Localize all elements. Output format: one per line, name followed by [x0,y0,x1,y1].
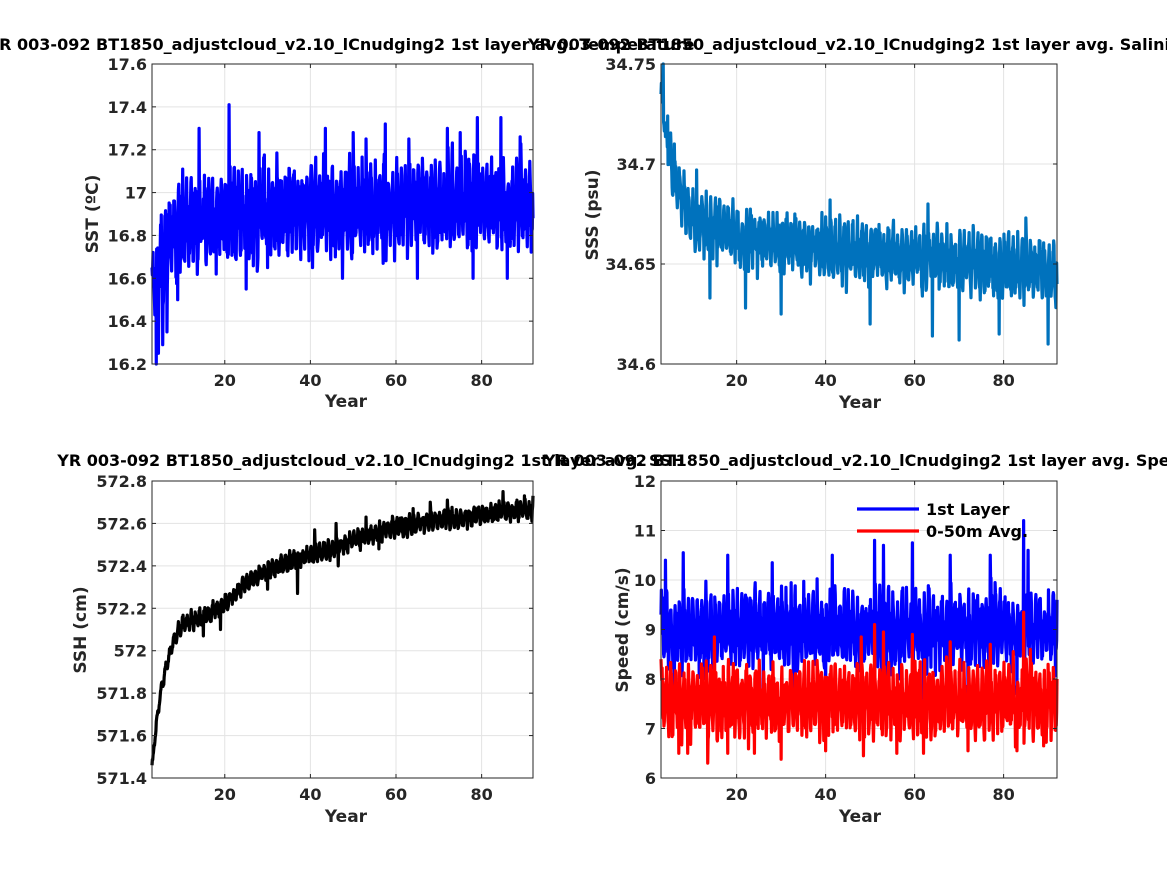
y-tick-label: 571.8 [96,684,147,703]
x-tick-label: 20 [726,785,748,804]
x-tick-label: 40 [814,785,836,804]
chart-title: YR 003-092 BT1850_adjustcloud_v2.10_lCnu… [543,451,1167,470]
x-axis-label: Year [838,807,882,827]
tick-labels: 20 40 60 80 16.2 16.4 16.6 16.8 17 17.2 17.4 17.6 [108,55,493,390]
y-axis-label: Speed (cm/s) [613,567,633,692]
y-tick-label: 17.6 [108,55,147,74]
y-tick-label: 571.6 [96,727,147,746]
chart-title: YR 003-092 BT1850_adjustcloud_v2.10_lCnu… [0,35,695,54]
y-tick-label: 34.75 [605,55,656,74]
axes-frame [151,480,534,779]
y-tick-label: 17 [125,184,147,203]
series-line-1st-layer [659,519,1059,701]
y-tick-label: 17.4 [108,98,147,117]
y-tick-label: 10 [634,571,656,590]
x-tick-label: 80 [470,371,492,390]
y-tick-label: 16.4 [108,312,147,331]
legend-label-0-50m-avg: 0-50m Avg. [926,522,1028,541]
plot-lines [150,490,535,766]
y-tick-label: 572 [114,642,147,661]
x-axis-label: Year [324,807,368,827]
x-tick-label: 20 [214,785,236,804]
y-tick-label: 16.6 [108,269,147,288]
x-tick-label: 80 [992,371,1014,390]
y-tick-label: 16.8 [108,226,147,245]
axes-box [151,480,534,779]
y-tick-label: 572.6 [96,514,147,533]
y-tick-label: 572.8 [96,472,147,491]
axes-box [660,63,1058,365]
chart-title: YR 003-092 BT1850_adjustcloud_v2.10_lCnu… [527,35,1167,54]
x-tick-label: 60 [903,371,925,390]
x-tick-label: 20 [214,371,236,390]
x-tick-label: 40 [299,371,321,390]
series-line [150,103,535,366]
x-tick-label: 80 [470,785,492,804]
x-tick-label: 20 [726,371,748,390]
y-tick-label: 572.4 [96,557,147,576]
y-tick-label: 17.2 [108,141,147,160]
x-tick-label: 40 [814,371,836,390]
y-axis-label: SST (ºC) [83,175,103,254]
x-tick-label: 80 [992,785,1014,804]
plot-lines [659,62,1059,346]
x-axis-label: Year [838,393,882,413]
series-line [150,490,535,766]
plot-lines [150,103,535,366]
x-tick-label: 60 [385,371,407,390]
series-line-0-50m-avg [659,610,1059,765]
legend: 1st Layer 0-50m Avg. [857,500,1028,541]
y-axis-label: SSH (cm) [71,586,91,673]
axes-box [151,63,534,365]
y-tick-label: 572.2 [96,599,147,618]
plot-lines [659,519,1059,765]
y-tick-label: 11 [634,522,656,541]
x-axis-label: Year [324,392,368,412]
chart-title: YR 003-092 BT1850_adjustcloud_v2.10_lCnu… [56,451,685,470]
tick-labels: 20 40 60 80 571.4 571.6 571.8 572 572.2 572.4 572.… [96,472,492,804]
tick-labels: 20 40 60 80 34.6 34.65 34.7 34.75 [605,55,1014,390]
tick-labels: 20 40 60 80 6 7 8 9 10 11 12 [634,472,1015,804]
y-tick-label: 7 [645,720,656,739]
y-tick-label: 12 [634,472,656,491]
x-tick-label: 60 [385,785,407,804]
series-line [659,62,1059,346]
axes-frame [660,63,1058,365]
y-tick-label: 9 [645,621,656,640]
x-tick-label: 40 [299,785,321,804]
panel-sst: 20 40 60 80 16.2 16.4 16.6 16.8 17 17.2 17.4 17.6 Y… [0,35,695,412]
y-tick-label: 34.7 [617,155,656,174]
y-tick-label: 34.65 [605,255,656,274]
legend-label-1st-layer: 1st Layer [926,500,1010,519]
axes-frame [151,63,534,365]
y-tick-label: 6 [645,769,656,788]
y-tick-label: 8 [645,670,656,689]
axes-frame [660,480,1058,779]
x-tick-label: 60 [903,785,925,804]
y-tick-label: 34.6 [617,355,656,374]
y-axis-label: SSS (psu) [583,169,603,260]
panel-ssh: 20 40 60 80 571.4 571.6 571.8 572 572.2 572.4 572.… [56,451,685,827]
panel-sss: 20 40 60 80 34.6 34.65 34.7 34.75 YR 003-092 BT… [527,35,1167,413]
y-tick-label: 571.4 [96,769,147,788]
y-tick-label: 16.2 [108,355,147,374]
panel-speed: 20 40 60 80 6 7 8 9 10 11 12 YR 003-092 BT1850_adj… [543,451,1167,827]
